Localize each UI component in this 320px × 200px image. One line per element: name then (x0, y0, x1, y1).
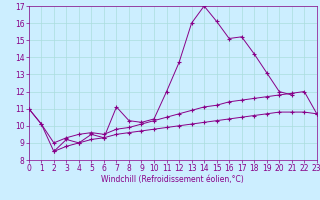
X-axis label: Windchill (Refroidissement éolien,°C): Windchill (Refroidissement éolien,°C) (101, 175, 244, 184)
